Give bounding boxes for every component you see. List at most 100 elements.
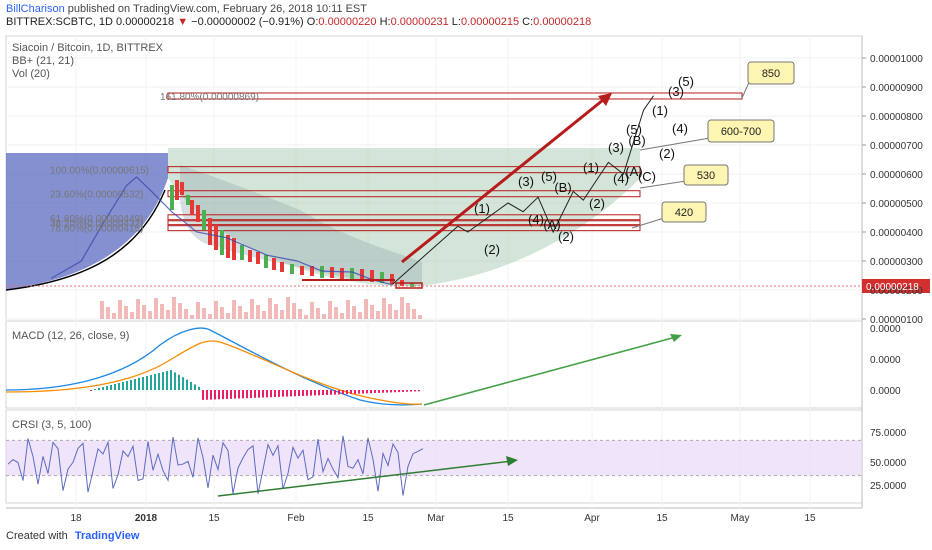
wave-label: (4): [672, 121, 688, 136]
candle: [190, 200, 194, 215]
candle: [220, 230, 224, 255]
candle: [232, 238, 236, 260]
symbol-legend: Siacoin / Bitcoin, 1D, BITTREX: [12, 42, 163, 54]
macd-histogram-bar: [354, 390, 356, 394]
candle: [256, 252, 260, 264]
time-tick-label: 15: [804, 513, 816, 524]
wave-label: (2): [659, 146, 675, 161]
macd-panel[interactable]: [5, 320, 863, 409]
macd-histogram-bar: [214, 390, 216, 400]
macd-histogram-bar: [414, 390, 416, 392]
volume-bar: [418, 315, 422, 319]
macd-histogram-bar: [314, 390, 316, 396]
price-tick-label: 0.00000100: [870, 315, 923, 326]
tradingview-logo[interactable]: TradingView: [74, 530, 140, 542]
candle: [280, 262, 284, 272]
volume-bar: [292, 303, 296, 319]
macd-histogram-bar: [306, 390, 308, 396]
macd-histogram-bar: [382, 390, 384, 393]
macd-histogram-bar: [390, 390, 392, 393]
macd-histogram-bar: [206, 390, 208, 400]
crsi-line: [7, 435, 424, 496]
volume-bar: [136, 299, 140, 319]
macd-histogram-bar: [154, 374, 156, 390]
target-callout: [683, 164, 729, 186]
fib-level-box: [167, 214, 641, 222]
crsi-arrow: [217, 460, 513, 497]
target-callout: [747, 61, 795, 85]
fib-level-box: [167, 224, 641, 232]
macd-histogram-bar: [286, 390, 288, 397]
candle: [186, 195, 190, 205]
volume-bar: [106, 307, 110, 319]
wave-label: (2): [558, 229, 574, 244]
macd-histogram-bar: [410, 390, 412, 392]
candle: [320, 266, 324, 278]
target-callout-label: 600-700: [721, 126, 761, 138]
publish-line: BillCharison published on TradingView.co…: [6, 3, 367, 15]
candle: [350, 268, 354, 280]
macd-tick-label: 0.0000: [870, 386, 901, 397]
volume-bar: [160, 304, 164, 319]
symbol-text: BITTREX:SCBTC, 1D 0.00000218: [6, 16, 175, 28]
fib-level-label: 61.80%(0.00000449): [50, 214, 143, 225]
macd-histogram-bar: [302, 390, 304, 396]
macd-histogram-bar: [198, 386, 200, 390]
wave-label: (2): [589, 196, 605, 211]
target-callout: [707, 119, 775, 143]
candle: [226, 235, 230, 258]
macd-arrow-head: [670, 334, 682, 342]
crsi-tick-label: 25.0000: [870, 481, 907, 492]
volume-bar: [220, 307, 224, 319]
time-tick-label: May: [731, 513, 750, 524]
macd-histogram-bar: [106, 386, 108, 390]
macd-histogram-bar: [226, 390, 228, 399]
drawings-layer: [5, 61, 930, 497]
open-label: O:: [306, 16, 319, 28]
footer: Created with TradingView: [6, 530, 139, 542]
macd-histogram-bar: [178, 374, 180, 390]
macd-histogram-bar: [254, 390, 256, 398]
candle: [264, 255, 268, 268]
volume-bar: [388, 304, 392, 319]
volume-bar: [406, 303, 410, 319]
time-tick-label: 2018: [135, 513, 158, 524]
volume-bar: [208, 314, 212, 319]
high-value: 0.00000231: [390, 16, 449, 28]
target-callout-pointer: [639, 180, 687, 189]
macd-histogram-bar: [266, 390, 268, 398]
fib-level-box: [167, 166, 641, 174]
candle: [310, 266, 314, 276]
candle: [370, 270, 374, 282]
wave-label: (2): [484, 242, 500, 257]
wave-label: (4): [613, 171, 629, 186]
macd-signal-line: [5, 340, 423, 405]
author-link[interactable]: BillCharison: [6, 3, 65, 15]
fib-level-box: [167, 190, 641, 198]
macd-histogram-bar: [118, 383, 120, 390]
close-value: 0.00000218: [533, 16, 592, 28]
macd-histogram-bar: [258, 390, 260, 398]
macd-histogram-bar: [162, 372, 164, 390]
macd-histogram-bar: [358, 390, 360, 394]
macd-histogram-bar: [246, 390, 248, 399]
published-text: published on TradingView.com, February 2…: [67, 3, 367, 15]
wave-label: (4): [528, 212, 544, 227]
volume-bar: [340, 313, 344, 319]
volume-bar: [244, 312, 248, 319]
time-tick-label: 18: [70, 513, 82, 524]
macd-histogram-bar: [174, 372, 176, 390]
macd-histogram-bar: [218, 390, 220, 400]
target-callout: [661, 201, 707, 223]
volume-bar: [334, 307, 338, 319]
macd-histogram-bar: [374, 390, 376, 394]
cup-area: [168, 148, 640, 287]
price-close-line: [50, 176, 393, 286]
macd-histogram-bar: [202, 390, 204, 400]
volume-bar: [166, 310, 170, 319]
volume-bar: [376, 311, 380, 319]
price-tick-label: 0.00000200: [870, 286, 923, 297]
macd-histogram-bar: [130, 380, 132, 390]
grid: [6, 36, 866, 508]
